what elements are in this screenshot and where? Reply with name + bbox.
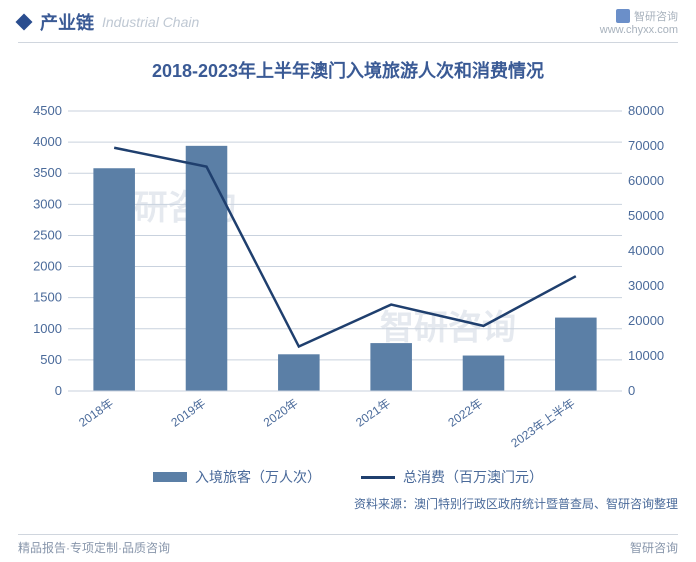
brand-icon — [616, 9, 630, 23]
legend-line-swatch — [361, 476, 395, 479]
chart-title: 2018-2023年上半年澳门入境旅游人次和消费情况 — [0, 57, 696, 83]
source-text: 资料来源：澳门特别行政区政府统计暨普查局、智研咨询整理 — [18, 495, 678, 512]
x-label-2: 2020年 — [261, 396, 301, 430]
footer-right: 智研咨询 — [630, 539, 678, 556]
svg-text:0: 0 — [55, 383, 62, 398]
footer-left: 精品报告·专项定制·品质咨询 — [18, 539, 170, 556]
legend-bar-item: 入境旅客（万人次） — [153, 467, 321, 487]
svg-text:60000: 60000 — [628, 173, 664, 188]
bar-4 — [463, 356, 505, 391]
svg-text:0: 0 — [628, 383, 635, 398]
svg-text:2000: 2000 — [33, 259, 62, 274]
x-label-5: 2023年上半年 — [508, 396, 577, 450]
svg-text:1000: 1000 — [33, 321, 62, 336]
svg-text:3000: 3000 — [33, 196, 62, 211]
legend: 入境旅客（万人次） 总消费（百万澳门元） — [0, 467, 696, 487]
chart-svg: 0 500 1000 1500 2000 2500 3000 3500 4000 4500 0 100… — [18, 101, 678, 461]
svg-text:3500: 3500 — [33, 165, 62, 180]
legend-bar-label: 入境旅客（万人次） — [195, 467, 321, 487]
bar-0 — [93, 168, 135, 391]
svg-text:70000: 70000 — [628, 138, 664, 153]
bar-3 — [370, 343, 412, 391]
brand-name: 智研咨询 — [634, 8, 678, 24]
legend-line-item: 总消费（百万澳门元） — [361, 467, 543, 487]
line-series — [114, 148, 576, 347]
svg-text:4000: 4000 — [33, 134, 62, 149]
legend-bar-swatch — [153, 472, 187, 482]
bar-5 — [555, 318, 597, 391]
header-divider — [18, 42, 678, 43]
legend-line-label: 总消费（百万澳门元） — [403, 467, 543, 487]
brand-block: 智研咨询 www.chyxx.com — [600, 8, 678, 36]
svg-text:50000: 50000 — [628, 208, 664, 223]
diamond-icon — [16, 14, 33, 31]
svg-text:4500: 4500 — [33, 103, 62, 118]
brand-url: www.chyxx.com — [600, 24, 678, 36]
x-label-4: 2022年 — [445, 396, 485, 430]
svg-text:20000: 20000 — [628, 313, 664, 328]
svg-text:2500: 2500 — [33, 227, 62, 242]
section-title-cn: 产业链 — [40, 9, 94, 35]
x-label-0: 2018年 — [76, 396, 116, 430]
svg-text:500: 500 — [40, 352, 62, 367]
svg-text:1500: 1500 — [33, 290, 62, 305]
svg-text:80000: 80000 — [628, 103, 664, 118]
x-label-1: 2019年 — [168, 396, 208, 430]
svg-text:40000: 40000 — [628, 243, 664, 258]
x-label-3: 2021年 — [353, 396, 393, 430]
header-left: 产业链 Industrial Chain — [18, 9, 199, 35]
section-title-en: Industrial Chain — [102, 14, 199, 30]
header-bar: 产业链 Industrial Chain 智研咨询 www.chyxx.com — [0, 0, 696, 36]
svg-text:30000: 30000 — [628, 278, 664, 293]
footer-bar: 精品报告·专项定制·品质咨询 智研咨询 — [18, 534, 678, 556]
chart-area: 0 500 1000 1500 2000 2500 3000 3500 4000 4500 0 100… — [18, 101, 678, 461]
svg-text:10000: 10000 — [628, 348, 664, 363]
bar-1 — [186, 146, 228, 391]
bar-2 — [278, 354, 320, 391]
